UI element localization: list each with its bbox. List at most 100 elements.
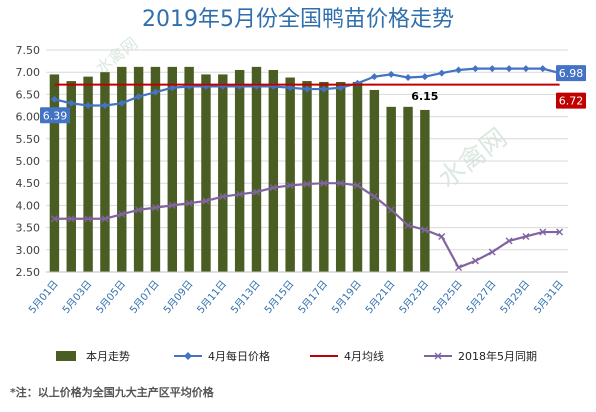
x-tick-label: 5月21日 — [363, 278, 397, 316]
bar — [420, 109, 430, 272]
y-tick-label: 6.00 — [16, 111, 41, 124]
legend-marker — [184, 352, 192, 360]
x-tick-label: 5月03日 — [60, 278, 94, 316]
data-label-start-box — [40, 107, 70, 124]
x-tick-label: 5月19日 — [329, 278, 363, 316]
y-tick-label: 7.00 — [16, 66, 41, 79]
data-point — [151, 88, 159, 96]
data-point — [438, 69, 446, 77]
bar — [100, 72, 110, 272]
data-point — [471, 257, 479, 265]
data-point — [118, 210, 126, 218]
x-tick-label: 5月13日 — [228, 278, 262, 316]
watermark-logo: 水禽网 — [433, 123, 513, 195]
data-point — [438, 232, 446, 240]
data-labels: 6.39 6.15 6.98 6.72 — [40, 65, 586, 124]
data-label-start: 6.39 — [43, 109, 68, 122]
data-point — [337, 84, 345, 92]
data-point — [118, 99, 126, 107]
y-tick-label: 7.50 — [16, 44, 41, 57]
bar — [150, 66, 161, 272]
data-point — [421, 73, 429, 81]
data-point — [556, 228, 564, 236]
data-point — [455, 66, 463, 74]
x-tick-label: 5月31日 — [532, 278, 566, 316]
y-tick-label: 3.50 — [16, 222, 41, 235]
data-label-end: 6.98 — [559, 67, 584, 80]
data-point — [505, 237, 513, 245]
data-point — [135, 206, 143, 214]
x-tick-label: 5月15日 — [262, 278, 296, 316]
data-point — [421, 226, 429, 234]
x-tick-label: 5月01日 — [26, 278, 60, 316]
x-tick-label: 5月11日 — [195, 278, 229, 316]
bar — [386, 106, 396, 272]
data-point — [101, 215, 109, 223]
bar — [268, 69, 279, 272]
y-tick-label: 2.50 — [16, 266, 41, 279]
x-tick-label: 5月05日 — [94, 278, 128, 316]
data-point — [67, 215, 75, 223]
data-point — [185, 199, 193, 207]
bar — [167, 66, 178, 272]
footnote: *注：以上价格为全国九大主产区平均价格 — [10, 385, 215, 399]
y-tick-label: 3.00 — [16, 244, 41, 257]
legend-label: 4月每日价格 — [208, 349, 270, 363]
x-tick-label: 5月17日 — [296, 278, 330, 316]
data-point — [67, 99, 75, 107]
bar — [83, 76, 93, 272]
bar — [302, 81, 312, 272]
x-tick-label: 5月07日 — [127, 278, 161, 316]
y-tick-label: 4.00 — [16, 199, 41, 212]
data-point — [488, 248, 496, 256]
legend: 本月走势 4月每日价格 4月均线 2018年5月同期 — [56, 349, 537, 363]
y-tick-label: 5.00 — [16, 155, 41, 168]
bar — [184, 66, 194, 272]
data-label-bar-end: 6.15 — [411, 90, 438, 103]
legend-label: 4月均线 — [344, 349, 384, 363]
data-point — [320, 85, 328, 93]
data-point — [455, 264, 463, 272]
x-tick-label: 5月29日 — [498, 278, 532, 316]
data-point — [337, 179, 345, 187]
data-point — [202, 197, 210, 205]
data-point — [539, 65, 547, 73]
data-point — [286, 84, 294, 92]
data-point — [404, 221, 412, 229]
data-point — [387, 206, 395, 214]
bar — [133, 66, 144, 272]
bar — [335, 81, 346, 272]
data-point — [505, 65, 513, 73]
bar — [49, 74, 60, 272]
bar — [369, 89, 380, 273]
bar — [285, 77, 295, 272]
chart-title: 2019年5月份全国鸭苗价格走势 — [142, 7, 454, 32]
data-point — [370, 193, 378, 201]
legend-marker — [434, 352, 442, 360]
data-label-end-box — [556, 65, 586, 82]
legend-swatch — [56, 351, 76, 361]
data-point — [84, 102, 92, 109]
data-point — [168, 84, 176, 92]
data-point — [471, 65, 479, 73]
bar — [352, 81, 363, 272]
data-point — [522, 232, 530, 240]
x-tick-label: 5月27日 — [464, 278, 498, 316]
data-point — [354, 181, 362, 189]
data-point — [404, 74, 412, 82]
data-point — [522, 65, 530, 73]
line-series — [50, 65, 564, 272]
data-point — [101, 102, 109, 109]
data-point — [539, 228, 547, 236]
data-point — [151, 204, 159, 212]
data-point — [320, 179, 328, 187]
data-point — [50, 95, 58, 103]
legend-label: 本月走势 — [86, 349, 130, 363]
data-point — [50, 215, 58, 223]
data-point — [252, 188, 260, 196]
bar — [403, 106, 413, 272]
bar — [201, 74, 211, 272]
y-tick-label: 4.50 — [16, 177, 41, 190]
